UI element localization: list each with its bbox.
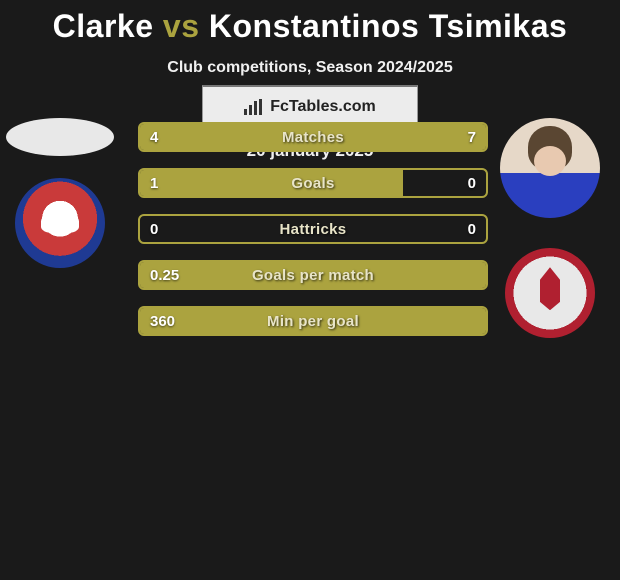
stat-row: 47Matches bbox=[138, 122, 488, 152]
stat-row: 0.25Goals per match bbox=[138, 260, 488, 290]
left-player-column bbox=[0, 118, 120, 268]
stat-row: 10Goals bbox=[138, 168, 488, 198]
stat-row: 360Min per goal bbox=[138, 306, 488, 336]
stat-row: 00Hattricks bbox=[138, 214, 488, 244]
title-vs: vs bbox=[163, 8, 200, 44]
stat-label: Min per goal bbox=[140, 308, 486, 336]
subtitle: Club competitions, Season 2024/2025 bbox=[0, 59, 620, 77]
title-player2: Konstantinos Tsimikas bbox=[209, 8, 567, 44]
player2-avatar bbox=[500, 118, 600, 218]
player2-club-badge bbox=[505, 248, 595, 338]
bar-chart-icon bbox=[244, 99, 264, 115]
stat-label: Matches bbox=[140, 124, 486, 152]
stat-label: Hattricks bbox=[140, 216, 486, 244]
player1-avatar-placeholder bbox=[6, 118, 114, 156]
watermark-text: FcTables.com bbox=[270, 98, 376, 116]
title-player1: Clarke bbox=[53, 8, 154, 44]
page-title: Clarke vs Konstantinos Tsimikas bbox=[0, 0, 620, 45]
watermark-box: FcTables.com bbox=[202, 85, 418, 127]
right-player-column bbox=[490, 118, 610, 338]
stat-label: Goals per match bbox=[140, 262, 486, 290]
player1-club-badge bbox=[15, 178, 105, 268]
stats-table: 47Matches 10Goals 00Hattricks 0.25Goals per… bbox=[138, 122, 488, 352]
stat-label: Goals bbox=[140, 170, 486, 198]
